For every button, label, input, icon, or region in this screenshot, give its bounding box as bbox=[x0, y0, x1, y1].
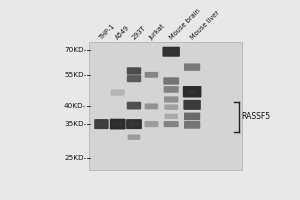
FancyBboxPatch shape bbox=[128, 134, 140, 140]
FancyBboxPatch shape bbox=[130, 136, 138, 138]
FancyBboxPatch shape bbox=[130, 69, 138, 72]
FancyBboxPatch shape bbox=[163, 77, 179, 85]
FancyBboxPatch shape bbox=[167, 115, 175, 117]
FancyBboxPatch shape bbox=[145, 72, 158, 78]
FancyBboxPatch shape bbox=[167, 98, 175, 101]
FancyBboxPatch shape bbox=[164, 121, 179, 127]
FancyBboxPatch shape bbox=[145, 121, 158, 127]
Text: 25KD-: 25KD- bbox=[64, 155, 86, 161]
FancyBboxPatch shape bbox=[145, 103, 158, 109]
Text: Mouse liver: Mouse liver bbox=[189, 10, 220, 41]
Text: Mouse brain: Mouse brain bbox=[168, 8, 201, 41]
Text: RASSF5: RASSF5 bbox=[241, 112, 270, 121]
FancyBboxPatch shape bbox=[183, 86, 201, 98]
FancyBboxPatch shape bbox=[183, 100, 201, 110]
FancyBboxPatch shape bbox=[188, 66, 197, 69]
FancyBboxPatch shape bbox=[148, 123, 155, 125]
FancyBboxPatch shape bbox=[148, 74, 155, 76]
Text: 35KD-: 35KD- bbox=[64, 121, 86, 127]
FancyBboxPatch shape bbox=[187, 89, 197, 94]
FancyBboxPatch shape bbox=[164, 86, 179, 93]
FancyBboxPatch shape bbox=[127, 67, 141, 75]
FancyBboxPatch shape bbox=[130, 104, 138, 107]
FancyBboxPatch shape bbox=[184, 121, 200, 129]
Text: A549: A549 bbox=[115, 25, 131, 41]
FancyBboxPatch shape bbox=[166, 50, 176, 54]
FancyBboxPatch shape bbox=[89, 42, 242, 170]
Text: 55KD-: 55KD- bbox=[64, 72, 86, 78]
Text: 293T: 293T bbox=[131, 25, 147, 41]
FancyBboxPatch shape bbox=[114, 91, 122, 94]
FancyBboxPatch shape bbox=[163, 47, 180, 57]
FancyBboxPatch shape bbox=[97, 122, 106, 126]
FancyBboxPatch shape bbox=[167, 80, 176, 82]
FancyBboxPatch shape bbox=[94, 119, 109, 129]
Text: Jurkat: Jurkat bbox=[148, 23, 166, 41]
FancyBboxPatch shape bbox=[148, 105, 155, 108]
Text: THP-1: THP-1 bbox=[98, 23, 116, 41]
Text: 70KD-: 70KD- bbox=[64, 47, 86, 53]
FancyBboxPatch shape bbox=[164, 114, 178, 119]
FancyBboxPatch shape bbox=[167, 88, 176, 91]
FancyBboxPatch shape bbox=[130, 122, 139, 126]
FancyBboxPatch shape bbox=[187, 103, 197, 107]
FancyBboxPatch shape bbox=[111, 89, 125, 96]
FancyBboxPatch shape bbox=[184, 113, 200, 120]
FancyBboxPatch shape bbox=[127, 102, 141, 109]
FancyBboxPatch shape bbox=[164, 104, 178, 110]
FancyBboxPatch shape bbox=[167, 123, 176, 125]
FancyBboxPatch shape bbox=[113, 122, 122, 126]
FancyBboxPatch shape bbox=[167, 106, 175, 108]
FancyBboxPatch shape bbox=[184, 63, 200, 71]
Text: 40KD-: 40KD- bbox=[64, 103, 86, 109]
FancyBboxPatch shape bbox=[188, 123, 197, 126]
FancyBboxPatch shape bbox=[188, 115, 197, 118]
FancyBboxPatch shape bbox=[127, 75, 141, 82]
FancyBboxPatch shape bbox=[164, 96, 178, 103]
FancyBboxPatch shape bbox=[110, 119, 126, 129]
FancyBboxPatch shape bbox=[126, 119, 142, 129]
FancyBboxPatch shape bbox=[130, 77, 138, 80]
